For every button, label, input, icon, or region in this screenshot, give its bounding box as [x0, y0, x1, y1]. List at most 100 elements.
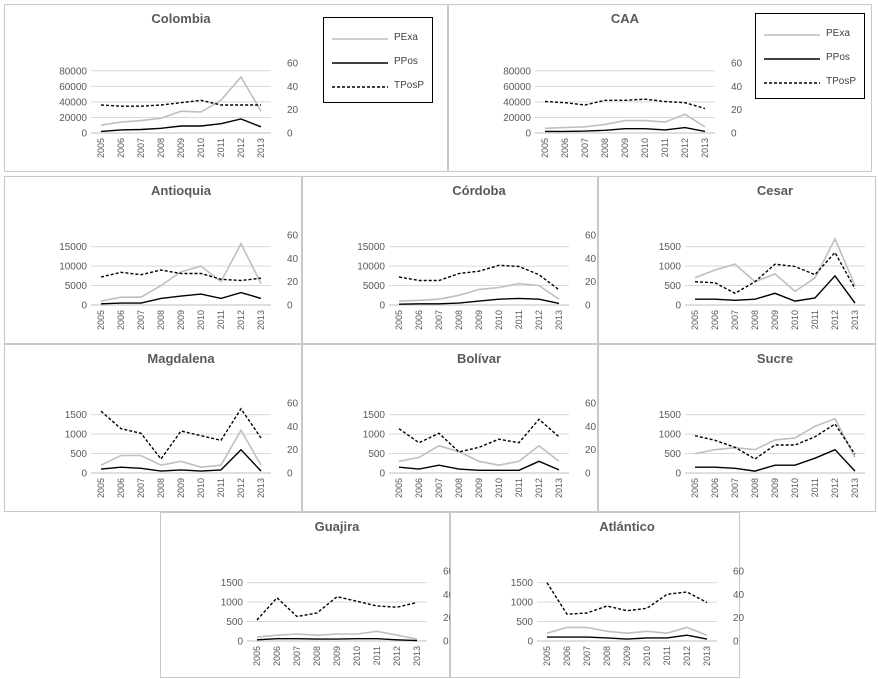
y-left-tick-label: 0 [379, 469, 385, 480]
x-tick-label: 2010 [494, 478, 504, 498]
y-left-tick-label: 0 [675, 301, 681, 312]
y-left-tick-label: 1500 [659, 242, 682, 253]
series-line-tposp [545, 99, 705, 108]
legend-label: PPos [826, 52, 850, 63]
y-left-tick-label: 1000 [221, 598, 244, 609]
y-right-tick-label: 0 [731, 129, 737, 140]
y-right-tick-label: 60 [287, 231, 299, 242]
legend-label: PExa [826, 28, 850, 39]
x-tick-label: 2011 [810, 310, 820, 329]
x-tick-label: 2005 [690, 478, 700, 498]
legend-label: PPos [394, 56, 418, 67]
x-tick-label: 2009 [622, 646, 632, 666]
y-right-tick-label: 40 [287, 254, 299, 265]
y-right-tick-label: 0 [287, 469, 293, 480]
x-tick-label: 2008 [454, 478, 464, 498]
legend-swatch [764, 31, 820, 39]
series-line-ppos [399, 461, 559, 470]
y-right-tick-label: 20 [585, 277, 597, 288]
x-tick-label: 2013 [554, 478, 564, 498]
y-left-tick-label: 500 [70, 449, 87, 460]
x-tick-label: 2006 [560, 138, 570, 158]
y-left-tick-label: 20000 [503, 113, 531, 124]
y-right-tick-label: 20 [287, 105, 299, 116]
x-tick-label: 2013 [850, 478, 860, 498]
y-left-tick-label: 0 [379, 301, 385, 312]
y-right-tick-label: 40 [733, 590, 745, 601]
x-tick-label: 2008 [156, 138, 166, 158]
y-left-tick-label: 0 [81, 129, 87, 140]
x-tick-label: 2010 [790, 478, 800, 498]
x-tick-label: 2007 [582, 646, 592, 666]
y-left-tick-label: 1500 [363, 410, 386, 421]
x-tick-label: 2007 [136, 310, 146, 330]
x-tick-label: 2011 [372, 646, 382, 665]
legend-swatch [764, 79, 820, 87]
x-tick-label: 2011 [216, 310, 226, 329]
x-tick-label: 2009 [176, 138, 186, 158]
y-right-tick-label: 60 [731, 59, 743, 70]
x-tick-label: 2010 [196, 310, 206, 330]
x-tick-label: 2012 [392, 646, 402, 666]
chart-panel-cesar: Cesar05001000150002040602005200620072008… [598, 176, 876, 344]
y-left-tick-label: 5000 [363, 281, 386, 292]
x-tick-label: 2008 [602, 646, 612, 666]
y-left-tick-label: 40000 [503, 97, 531, 108]
x-tick-label: 2007 [434, 478, 444, 498]
x-tick-label: 2013 [256, 138, 266, 158]
x-tick-label: 2006 [414, 310, 424, 330]
y-right-tick-label: 60 [287, 399, 299, 410]
series-line-ppos [695, 276, 855, 303]
x-tick-label: 2009 [474, 310, 484, 330]
x-tick-label: 2005 [394, 310, 404, 330]
y-left-tick-label: 10000 [59, 262, 87, 273]
y-right-tick-label: 60 [585, 231, 597, 242]
x-tick-label: 2012 [534, 310, 544, 330]
x-tick-label: 2008 [750, 478, 760, 498]
y-left-tick-label: 15000 [357, 242, 385, 253]
y-right-tick-label: 0 [733, 637, 739, 648]
y-right-tick-label: 40 [585, 422, 597, 433]
x-tick-label: 2010 [352, 646, 362, 666]
x-tick-label: 2013 [256, 478, 266, 498]
series-line-pexa [101, 77, 261, 125]
x-tick-label: 2005 [394, 478, 404, 498]
x-tick-label: 2005 [252, 646, 262, 666]
y-right-tick-label: 20 [585, 445, 597, 456]
x-tick-label: 2005 [96, 310, 106, 330]
x-tick-label: 2006 [562, 646, 572, 666]
series-line-ppos [101, 293, 261, 304]
series-line-ppos [399, 298, 559, 304]
series-line-ppos [257, 639, 417, 641]
x-tick-label: 2010 [494, 310, 504, 330]
x-tick-label: 2009 [620, 138, 630, 158]
series-line-pexa [399, 446, 559, 465]
y-left-tick-label: 80000 [503, 66, 531, 77]
x-tick-label: 2006 [116, 478, 126, 498]
y-right-tick-label: 20 [287, 277, 299, 288]
x-tick-label: 2008 [156, 310, 166, 330]
y-right-tick-label: 60 [733, 567, 745, 578]
x-tick-label: 2012 [682, 646, 692, 666]
y-right-tick-label: 60 [585, 399, 597, 410]
y-left-tick-label: 500 [368, 449, 385, 460]
series-line-pexa [101, 244, 261, 302]
x-tick-label: 2011 [810, 478, 820, 497]
x-tick-label: 2010 [196, 478, 206, 498]
y-left-tick-label: 0 [525, 129, 531, 140]
y-left-tick-label: 1000 [659, 262, 682, 273]
x-tick-label: 2011 [514, 478, 524, 497]
y-right-tick-label: 40 [731, 82, 743, 93]
series-line-ppos [695, 450, 855, 471]
x-tick-label: 2005 [540, 138, 550, 158]
y-left-tick-label: 0 [527, 637, 533, 648]
x-tick-label: 2007 [292, 646, 302, 666]
x-tick-label: 2008 [600, 138, 610, 158]
x-tick-label: 2007 [136, 478, 146, 498]
x-tick-label: 2011 [660, 138, 670, 157]
